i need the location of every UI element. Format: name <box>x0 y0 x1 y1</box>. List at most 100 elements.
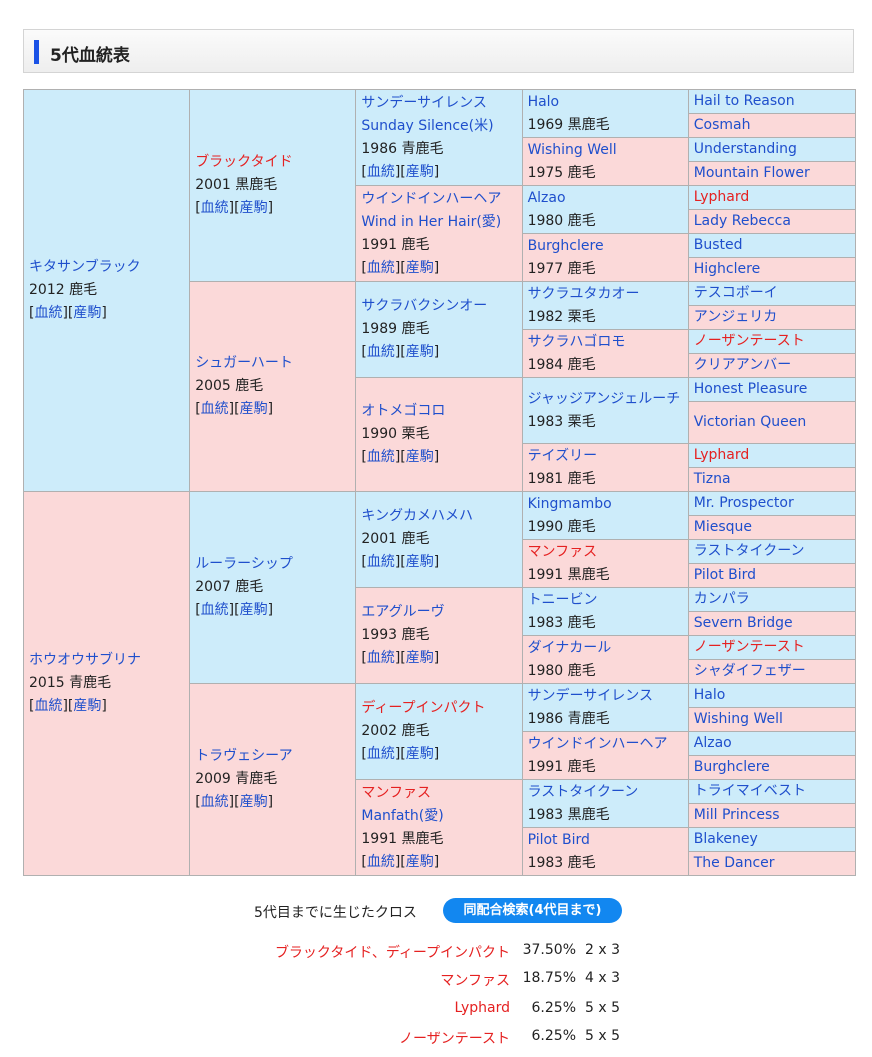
horse-name[interactable]: ウインドインハーヘア <box>361 190 502 207</box>
horse-name[interactable]: Halo <box>527 93 560 110</box>
pedigree-link[interactable]: 血統 <box>34 305 63 321</box>
offspring-link[interactable]: 産駒 <box>405 853 434 870</box>
horse-name[interactable]: トニービン <box>527 591 598 608</box>
horse-name-en[interactable]: Sunday Silence(米) <box>361 117 494 134</box>
horse-name[interactable]: Victorian Queen <box>693 414 807 430</box>
pedigree-link[interactable]: 血統 <box>366 650 395 666</box>
horse-name[interactable]: キタサンブラック <box>29 259 141 275</box>
horse-name[interactable]: ディープインパクト <box>361 700 486 716</box>
horse-name[interactable]: Halo <box>693 687 726 703</box>
horse-name[interactable]: Blakeney <box>693 831 758 847</box>
offspring-link[interactable]: 産駒 <box>73 305 102 321</box>
offspring-link[interactable]: 産駒 <box>239 401 268 417</box>
horse-name[interactable]: テスコボーイ <box>693 285 778 301</box>
horse-name[interactable]: アンジェリカ <box>693 309 778 325</box>
offspring-link[interactable]: 産駒 <box>405 259 434 276</box>
pedigree-link[interactable]: 血統 <box>366 259 395 276</box>
horse-name[interactable]: ノーザンテースト <box>693 333 805 349</box>
horse-name[interactable]: Pilot Bird <box>693 567 757 583</box>
horse-name[interactable]: Kingmambo <box>527 495 612 512</box>
offspring-link[interactable]: 産駒 <box>405 344 434 360</box>
horse-name-en[interactable]: Manfath(愛) <box>361 807 444 824</box>
horse-name[interactable]: オトメゴコロ <box>361 403 446 419</box>
pedigree-link[interactable]: 血統 <box>366 163 395 180</box>
pedigree-link[interactable]: 血統 <box>34 698 63 714</box>
horse-name[interactable]: Cosmah <box>693 117 751 133</box>
horse-name[interactable]: Lyphard <box>693 447 750 463</box>
horse-info: 1983 黒鹿毛 <box>527 806 610 823</box>
horse-name[interactable]: シャダイフェザー <box>693 663 806 679</box>
pedigree-link[interactable]: 血統 <box>200 200 229 216</box>
offspring-link[interactable]: 産駒 <box>239 794 268 810</box>
horse-name[interactable]: マンファス <box>361 784 431 801</box>
pedigree-link[interactable]: 血統 <box>366 853 395 870</box>
horse-name-en[interactable]: Wind in Her Hair(愛) <box>361 213 502 230</box>
horse-name[interactable]: ラストタイクーン <box>527 783 639 800</box>
horse-name[interactable]: Hail to Reason <box>693 93 795 109</box>
horse-name[interactable]: Severn Bridge <box>693 615 793 631</box>
same-mating-search-button[interactable]: 同配合検索(4代目まで) <box>443 898 622 923</box>
horse-name[interactable]: Miesque <box>693 519 752 535</box>
offspring-link[interactable]: 産駒 <box>73 698 102 714</box>
pedigree-link[interactable]: 血統 <box>366 746 395 762</box>
horse-name[interactable]: クリアアンバー <box>693 357 792 373</box>
horse-name[interactable]: キングカメハメハ <box>361 508 473 524</box>
offspring-link[interactable]: 産駒 <box>405 554 434 570</box>
horse-name[interactable]: Busted <box>693 237 743 253</box>
horse-name[interactable]: サンデーサイレンス <box>527 687 654 704</box>
horse-name[interactable]: Alzao <box>693 735 732 751</box>
pedigree-link[interactable]: 血統 <box>366 449 395 465</box>
horse-name[interactable]: トラヴェシーア <box>195 748 293 764</box>
cross-name[interactable]: マンファス <box>440 973 510 989</box>
pedigree-link[interactable]: 血統 <box>200 602 229 618</box>
horse-name[interactable]: Burghclere <box>527 237 604 254</box>
horse-name[interactable]: サクラハゴロモ <box>527 333 626 350</box>
horse-name[interactable]: ジャッジアンジェルーチ <box>527 390 681 407</box>
horse-name[interactable]: ブラックタイド <box>195 154 293 170</box>
horse-name[interactable]: サクラユタカオー <box>527 285 640 302</box>
horse-name[interactable]: Wishing Well <box>693 711 783 727</box>
horse-name[interactable]: ラストタイクーン <box>693 543 805 559</box>
pedigree-link[interactable]: 血統 <box>366 554 395 570</box>
horse-name[interactable]: ウインドインハーヘア <box>527 735 668 752</box>
horse-name[interactable]: The Dancer <box>693 855 775 871</box>
horse-name[interactable]: テイズリー <box>527 447 598 464</box>
horse-name[interactable]: Tizna <box>693 471 731 487</box>
horse-name[interactable]: Pilot Bird <box>527 831 590 848</box>
offspring-link[interactable]: 産駒 <box>405 650 434 666</box>
cross-name[interactable]: ノーザンテースト <box>398 1031 510 1047</box>
horse-name[interactable]: Lady Rebecca <box>693 213 791 229</box>
horse-name[interactable]: サンデーサイレンス <box>361 94 487 111</box>
horse-name[interactable]: マンファス <box>527 543 598 560</box>
horse-name[interactable]: Mr. Prospector <box>693 495 794 511</box>
horse-name[interactable]: Understanding <box>693 141 797 157</box>
pedigree-link[interactable]: 血統 <box>366 344 395 360</box>
horse-name[interactable]: Alzao <box>527 189 566 206</box>
horse-name[interactable]: Mill Princess <box>693 807 780 823</box>
offspring-link[interactable]: 産駒 <box>239 602 268 618</box>
offspring-link[interactable]: 産駒 <box>405 746 434 762</box>
horse-name[interactable]: エアグルーヴ <box>361 604 445 620</box>
horse-name[interactable]: トライマイベスト <box>693 783 807 799</box>
ancestor-gen5: クリアアンバー <box>687 353 857 378</box>
horse-name[interactable]: サクラバクシンオー <box>361 298 488 314</box>
horse-name[interactable]: ノーザンテースト <box>693 639 805 655</box>
offspring-link[interactable]: 産駒 <box>405 449 434 465</box>
offspring-link[interactable]: 産駒 <box>239 200 268 216</box>
horse-name[interactable]: シュガーハート <box>195 355 293 371</box>
pedigree-link[interactable]: 血統 <box>200 401 229 417</box>
offspring-link[interactable]: 産駒 <box>405 163 434 180</box>
horse-name[interactable]: ルーラーシップ <box>195 556 293 572</box>
horse-name[interactable]: Lyphard <box>693 189 750 205</box>
horse-name[interactable]: Wishing Well <box>527 141 617 158</box>
pedigree-link[interactable]: 血統 <box>200 794 229 810</box>
cross-name[interactable]: Lyphard <box>454 1000 510 1016</box>
horse-name[interactable]: カンパラ <box>693 591 750 607</box>
horse-name[interactable]: ホウオウサブリナ <box>29 652 141 668</box>
horse-name[interactable]: Burghclere <box>693 759 770 775</box>
horse-name[interactable]: ダイナカール <box>527 639 612 656</box>
horse-name[interactable]: Mountain Flower <box>693 165 810 181</box>
cross-name[interactable]: ブラックタイド、ディープインパクト <box>274 945 510 961</box>
horse-name[interactable]: Highclere <box>693 261 761 277</box>
horse-name[interactable]: Honest Pleasure <box>693 381 808 397</box>
